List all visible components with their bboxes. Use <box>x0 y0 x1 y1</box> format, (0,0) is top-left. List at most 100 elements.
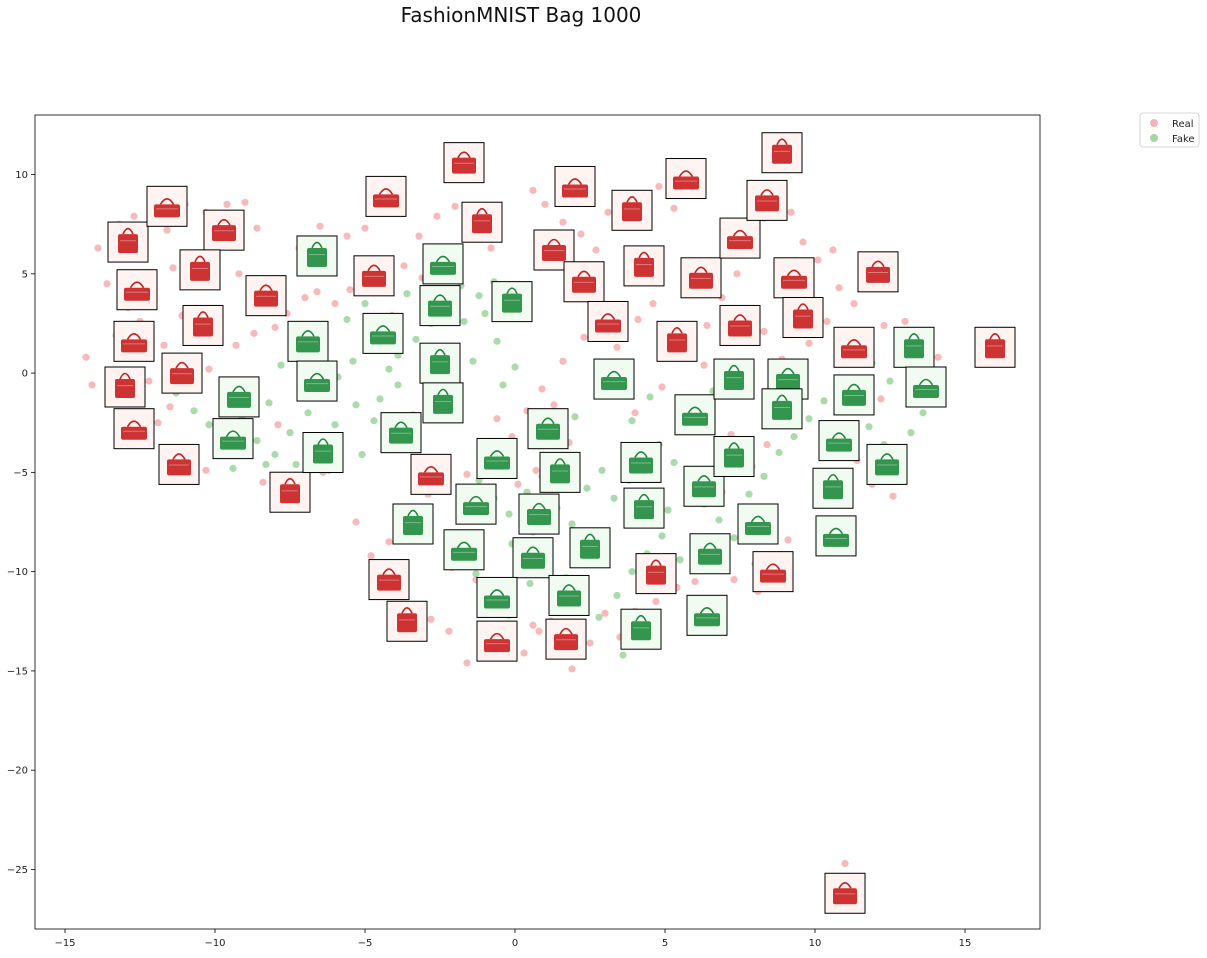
thumbnail-real <box>833 326 875 368</box>
scatter-point-fake <box>886 377 894 385</box>
thumbnail-real <box>611 189 653 231</box>
y-tick-label: −25 <box>7 865 28 876</box>
scatter-point-real <box>274 421 282 429</box>
thumbnail-real <box>974 326 1016 368</box>
scatter-point-real <box>493 415 501 423</box>
scatter-point-fake <box>229 464 237 472</box>
scatter-point-real <box>880 321 888 330</box>
y-tick-label: −20 <box>7 766 28 777</box>
scatter-point-real <box>514 480 522 488</box>
thumbnail-real <box>554 165 596 207</box>
scatter-point-real <box>94 244 102 252</box>
scatter-point-fake <box>568 520 576 528</box>
thumbnail-real <box>410 453 452 495</box>
thumbnail-real <box>443 142 485 184</box>
scatter-point-real <box>445 627 453 635</box>
thumbnail-real <box>773 257 815 299</box>
scatter-point-fake <box>820 397 828 405</box>
thumbnail-fake <box>380 412 422 454</box>
scatter-point-real <box>253 224 261 232</box>
scatter-point-fake <box>472 570 480 578</box>
scatter-point-real <box>352 518 360 526</box>
scatter-point-real <box>799 238 807 246</box>
scatter-point-real <box>631 409 639 417</box>
thumbnail-real <box>587 300 629 342</box>
scatter-point-real <box>385 538 393 546</box>
scatter-point-real <box>343 232 351 240</box>
scatter-point-fake <box>505 510 513 518</box>
thumbnail-real <box>665 158 707 200</box>
scatter-point-fake <box>394 381 402 389</box>
y-axis-ticks: 10 5 0 −5 −10 −15 −20 −25 <box>7 170 35 876</box>
scatter-point-real <box>901 317 909 326</box>
scatter-point-fake <box>376 395 384 403</box>
scatter-point-real <box>559 218 567 226</box>
thumbnail-real <box>365 175 407 217</box>
scatter-point-real <box>205 365 213 373</box>
scatter-point-real <box>103 280 111 288</box>
scatter-point-fake <box>715 516 723 524</box>
scatter-point-fake <box>292 460 300 469</box>
scatter-point-real <box>169 264 177 272</box>
legend-label-real: Real <box>1172 119 1194 130</box>
scatter-point-real <box>535 627 543 635</box>
scatter-point-real <box>427 615 435 623</box>
scatter-point-fake <box>412 335 420 343</box>
scatter-point-fake <box>511 363 519 371</box>
scatter-point-real <box>346 286 354 294</box>
x-tick-label: 10 <box>809 938 822 949</box>
scatter-point-fake <box>271 450 279 459</box>
scatter-point-fake <box>907 429 915 437</box>
x-tick-label: −5 <box>358 938 373 949</box>
scatter-point-real <box>316 222 324 230</box>
thumbnail-fake <box>818 420 860 462</box>
scatter-point-real <box>691 577 699 586</box>
scatter-point-real <box>586 639 594 647</box>
scatter-point-real <box>814 256 822 264</box>
scatter-point-real <box>805 339 813 347</box>
scatter-point-real <box>166 403 174 411</box>
thumbnail-fake <box>569 527 611 569</box>
thumbnail-fake <box>218 376 260 418</box>
legend: Real Fake <box>1139 112 1200 148</box>
thumbnail-fake <box>620 441 662 483</box>
scatter-point-real <box>850 300 858 308</box>
thumbnail-fake <box>362 312 404 354</box>
thumbnail-fake <box>620 608 662 650</box>
thumbnail-real <box>623 245 665 287</box>
scatter-point-real <box>88 381 96 389</box>
scatter-point-fake <box>610 494 618 502</box>
scatter-point-real <box>259 478 267 486</box>
thumbnail-real <box>146 185 188 227</box>
scatter-point-fake <box>595 613 603 621</box>
thumbnail-real <box>857 251 899 293</box>
thumbnail-fake <box>737 503 779 545</box>
thumbnail-real <box>104 366 146 408</box>
scatter-point-fake <box>526 579 534 588</box>
thumbnail-real <box>245 275 287 317</box>
thumbnail-real <box>680 257 722 299</box>
scatter-point-real <box>577 230 585 238</box>
scatter-point-fake <box>370 417 378 425</box>
thumbnail-real <box>113 408 155 450</box>
scatter-point-real <box>529 186 537 195</box>
scatter-point-fake <box>805 415 813 423</box>
scatter-point-real <box>520 649 528 657</box>
thumbnail-fake <box>296 235 338 277</box>
scatter-point-real <box>232 341 240 349</box>
x-tick-label: 0 <box>512 938 518 949</box>
scatter-point-real <box>568 665 576 673</box>
y-tick-label: −5 <box>13 468 28 479</box>
thumbnail-fake <box>893 326 935 368</box>
thumbnail-fake <box>419 285 461 327</box>
scatter-point-real <box>829 246 837 254</box>
scatter-point-real <box>241 198 249 206</box>
scatter-point-fake <box>571 413 579 421</box>
x-tick-label: −15 <box>54 938 75 949</box>
scatter-point-real <box>313 288 321 296</box>
thumbnail-real <box>116 269 158 311</box>
scatter-point-fake <box>583 484 591 492</box>
legend-marker-real <box>1150 119 1158 127</box>
